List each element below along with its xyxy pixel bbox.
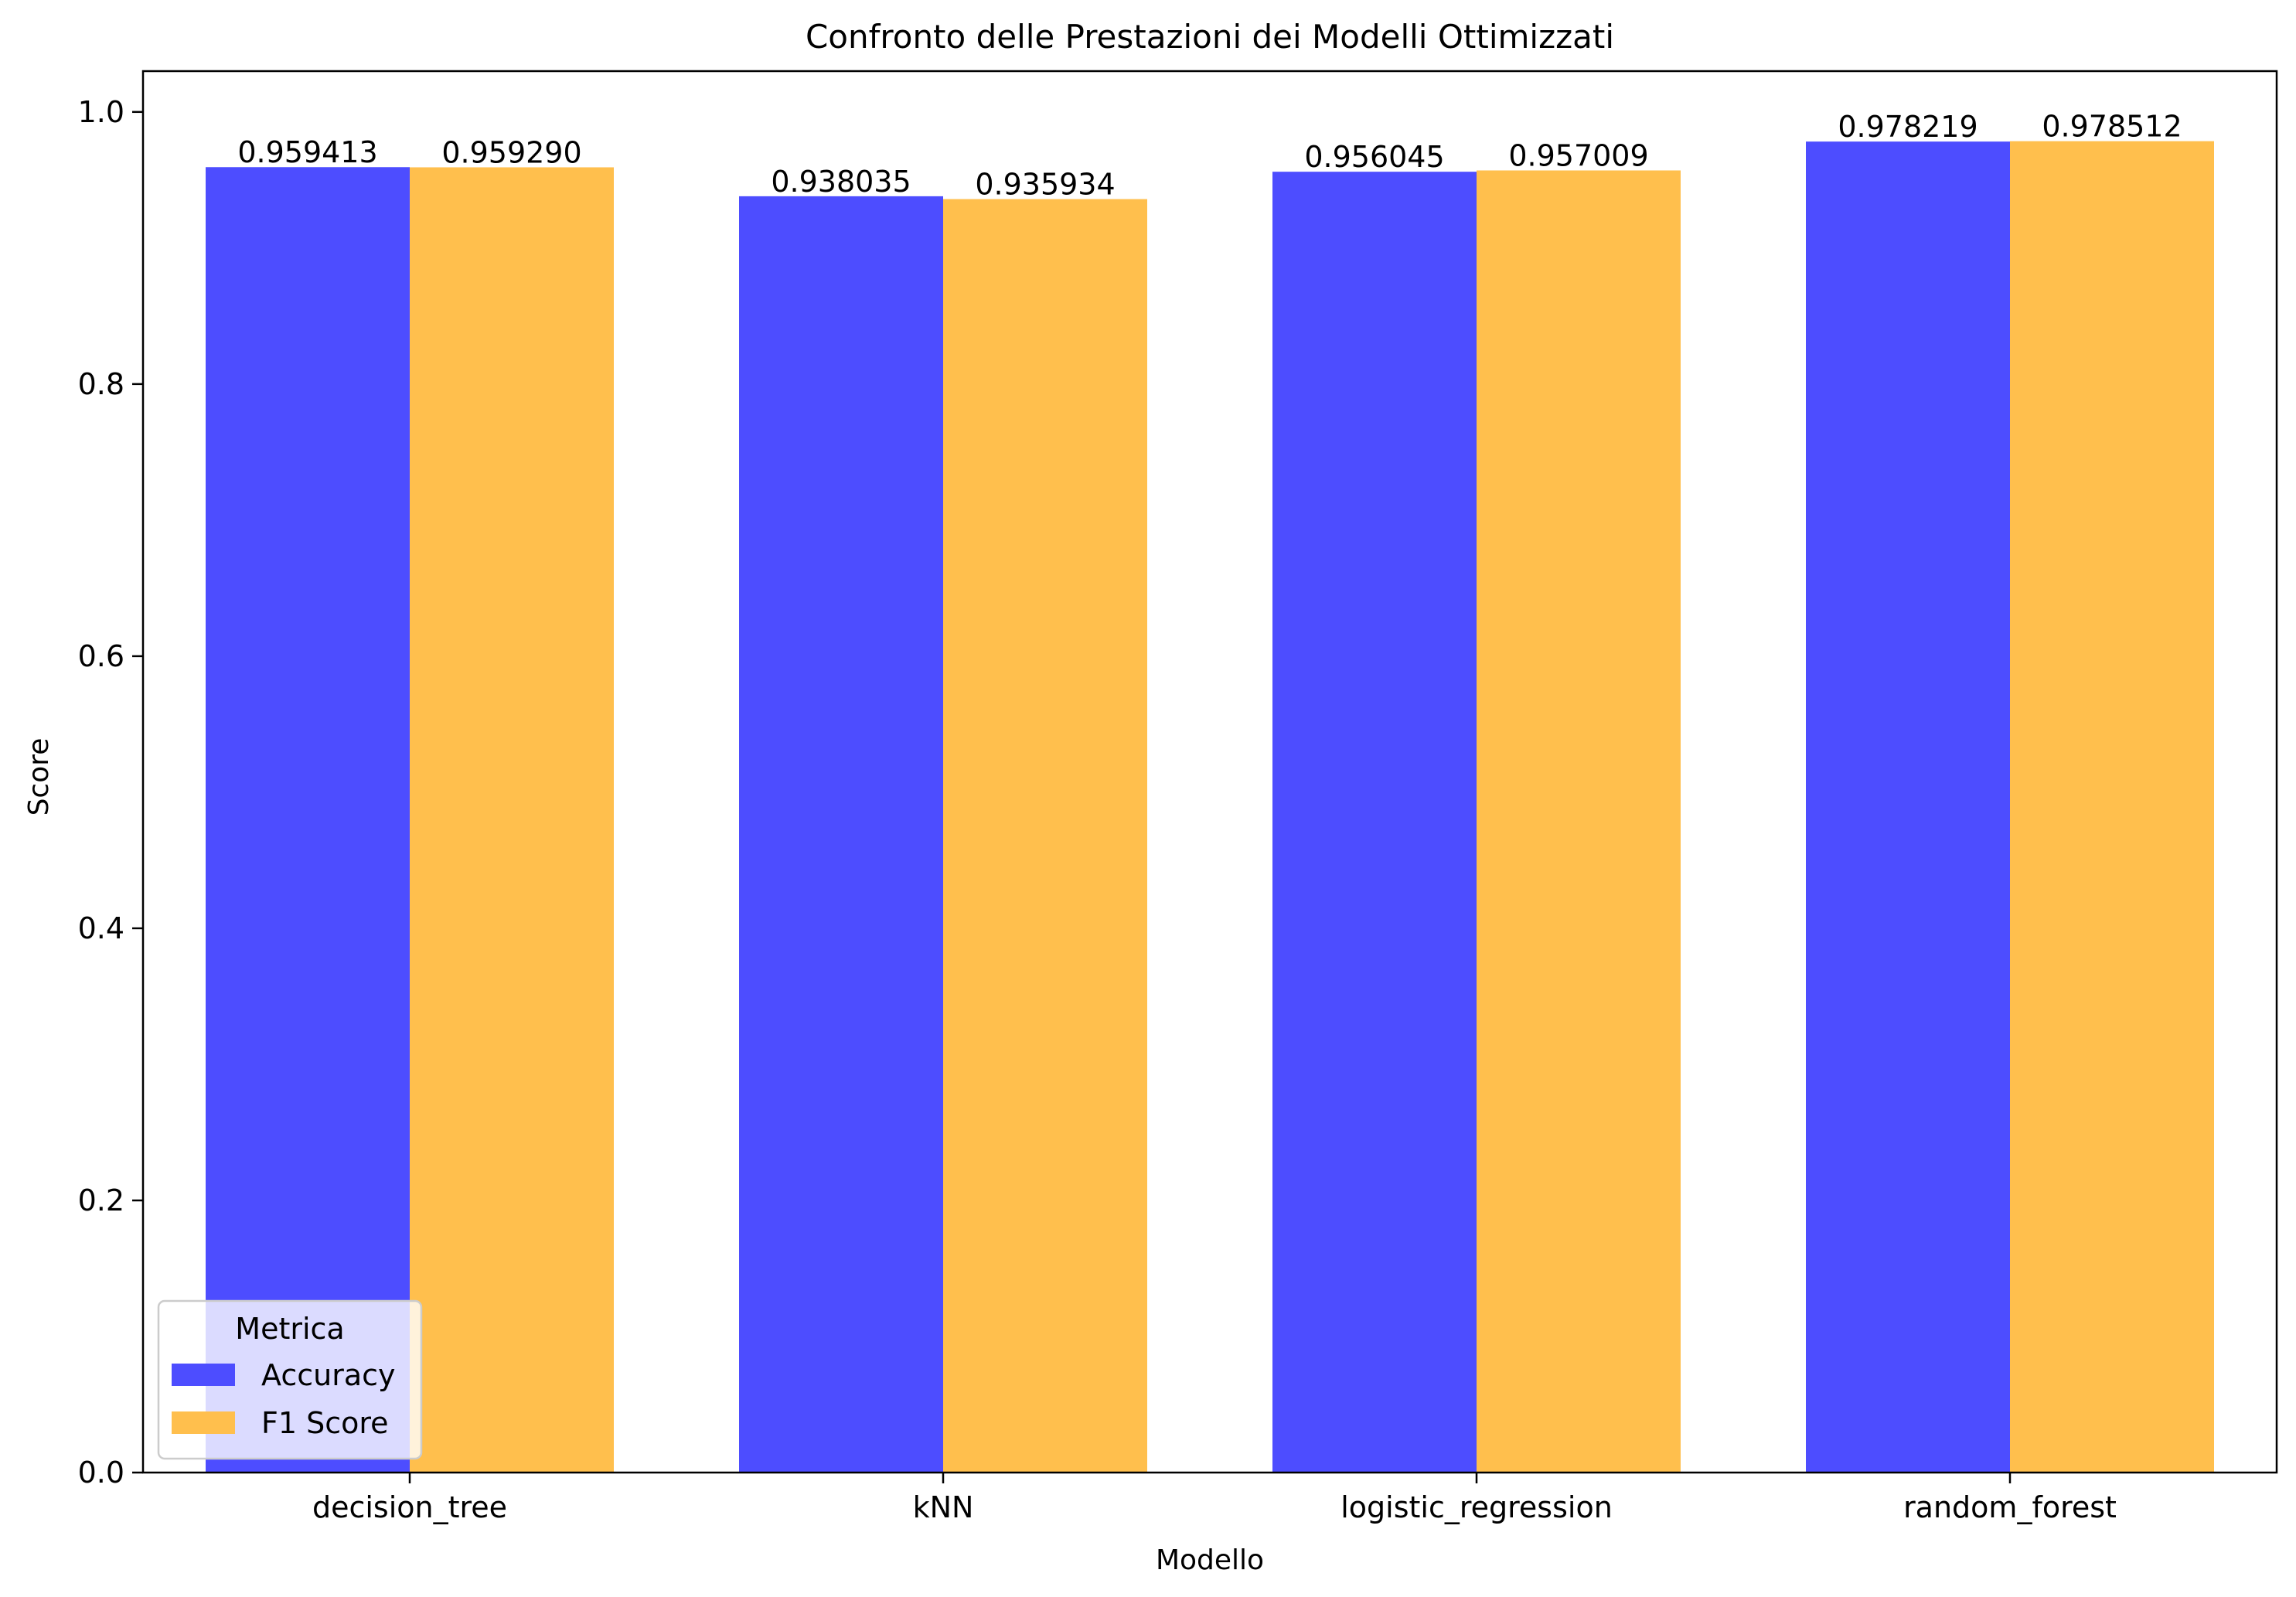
bar-f1-score-knn	[943, 199, 1147, 1473]
legend-swatch-f1-score	[172, 1411, 235, 1434]
y-tick-label: 0.0	[78, 1456, 124, 1490]
x-tick-label-decision-tree: decision_tree	[312, 1490, 507, 1524]
bar-value-label-f1-score-knn: 0.935934	[975, 168, 1115, 202]
y-axis-label: Score	[23, 738, 55, 816]
x-tick-label-knn: kNN	[913, 1490, 974, 1524]
chart-title: Confronto delle Prestazioni dei Modelli …	[806, 18, 1614, 56]
y-tick-label: 0.2	[78, 1183, 124, 1217]
bar-f1-score-logistic-regression	[1477, 170, 1681, 1473]
x-axis-label: Modello	[1156, 1544, 1264, 1576]
x-tick-label-logistic-regression: logistic_regression	[1340, 1490, 1613, 1524]
x-tick-label-random-forest: random_forest	[1903, 1490, 2117, 1524]
y-axis: 0.0 0.2 0.4 0.6 0.8 1.0	[78, 95, 143, 1490]
legend: Metrica Accuracy F1 Score	[157, 1299, 423, 1460]
bar-accuracy-knn	[739, 196, 943, 1473]
plot-frame	[141, 70, 2278, 1474]
bar-value-label-accuracy-random-forest: 0.978219	[1838, 110, 1977, 144]
bar-accuracy-decision-tree	[206, 167, 410, 1473]
legend-label-accuracy: Accuracy	[261, 1358, 396, 1392]
y-tick-label: 1.0	[78, 95, 124, 129]
bar-value-label-f1-score-random-forest: 0.978512	[2042, 110, 2182, 144]
bar-accuracy-logistic-regression	[1272, 172, 1477, 1473]
y-tick-label: 0.6	[78, 639, 124, 673]
bars-layer	[206, 141, 2214, 1473]
bar-f1-score-decision-tree	[410, 167, 614, 1473]
legend-title: Metrica	[235, 1312, 344, 1346]
bar-value-label-accuracy-knn: 0.938035	[771, 165, 911, 199]
bar-value-label-f1-score-decision-tree: 0.959290	[441, 135, 581, 169]
y-tick-label: 0.8	[78, 367, 124, 401]
bar-value-label-accuracy-decision-tree: 0.959413	[237, 135, 377, 169]
bar-labels-layer: 0.959413 0.959290 0.938035 0.935934 0.956045…	[237, 110, 2182, 202]
x-axis: decision_tree kNN logistic_regression rando…	[312, 1473, 2117, 1524]
legend-swatch-accuracy	[172, 1364, 235, 1386]
y-tick-label: 0.4	[78, 911, 124, 945]
bar-value-label-accuracy-logistic-regression: 0.956045	[1304, 140, 1444, 174]
bar-value-label-f1-score-logistic-regression: 0.957009	[1508, 138, 1648, 172]
bar-f1-score-random-forest	[2010, 141, 2214, 1473]
bar-accuracy-random-forest	[1806, 141, 2010, 1473]
legend-label-f1-score: F1 Score	[261, 1406, 389, 1440]
